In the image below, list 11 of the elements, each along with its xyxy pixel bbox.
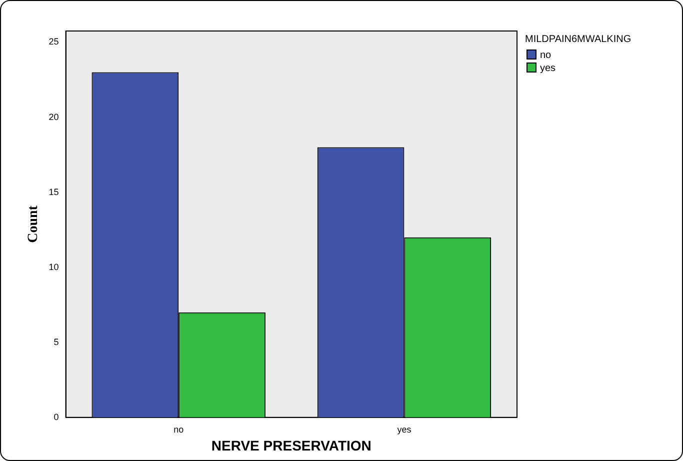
y-tick-label: 5 (54, 336, 59, 347)
x-axis-title: NERVE PRESERVATION (211, 437, 372, 454)
y-tick-label: 25 (48, 36, 59, 47)
y-tick-label: 0 (54, 412, 59, 422)
y-tick-label: 15 (48, 186, 59, 197)
y-axis-title: Count (26, 205, 42, 243)
legend-label: yes (540, 62, 556, 74)
legend-label: no (540, 50, 552, 61)
y-tick-label: 20 (48, 112, 59, 122)
y-tick-label: 10 (48, 262, 59, 272)
legend-title: MILDPAIN6MWALKING (525, 34, 632, 45)
